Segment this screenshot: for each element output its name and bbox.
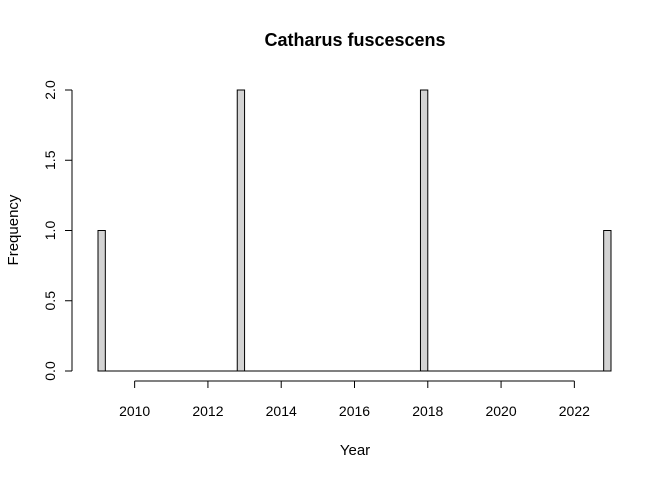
y-ticks-layer: 0.0 0.5 1.0 1.5 2.0 <box>42 80 72 381</box>
histogram-bar <box>236 89 246 372</box>
x-tick-label: 2016 <box>339 403 370 419</box>
x-tick-label: 2018 <box>412 403 443 419</box>
y-tick-label: 1.5 <box>42 150 58 170</box>
x-tick-label: 2010 <box>119 403 150 419</box>
x-ticks-layer: 2010 2012 2014 2016 2018 2020 2022 <box>119 381 590 419</box>
y-tick-label: 1.0 <box>42 221 58 241</box>
histogram-bar <box>97 230 106 372</box>
x-tick-label: 2012 <box>192 403 223 419</box>
x-axis-label: Year <box>340 442 370 459</box>
histogram-bar <box>603 230 612 372</box>
histogram-bar <box>419 89 429 372</box>
bars-layer <box>97 89 612 372</box>
y-tick-label: 0.0 <box>42 361 58 381</box>
y-axis-label: Frequency <box>5 194 22 265</box>
x-tick-label: 2020 <box>485 403 516 419</box>
y-tick-label: 0.5 <box>42 291 58 311</box>
x-tick-label: 2014 <box>266 403 297 419</box>
chart-title: Catharus fuscescens <box>264 30 445 50</box>
y-tick-label: 2.0 <box>42 80 58 100</box>
x-tick-label: 2022 <box>559 403 590 419</box>
